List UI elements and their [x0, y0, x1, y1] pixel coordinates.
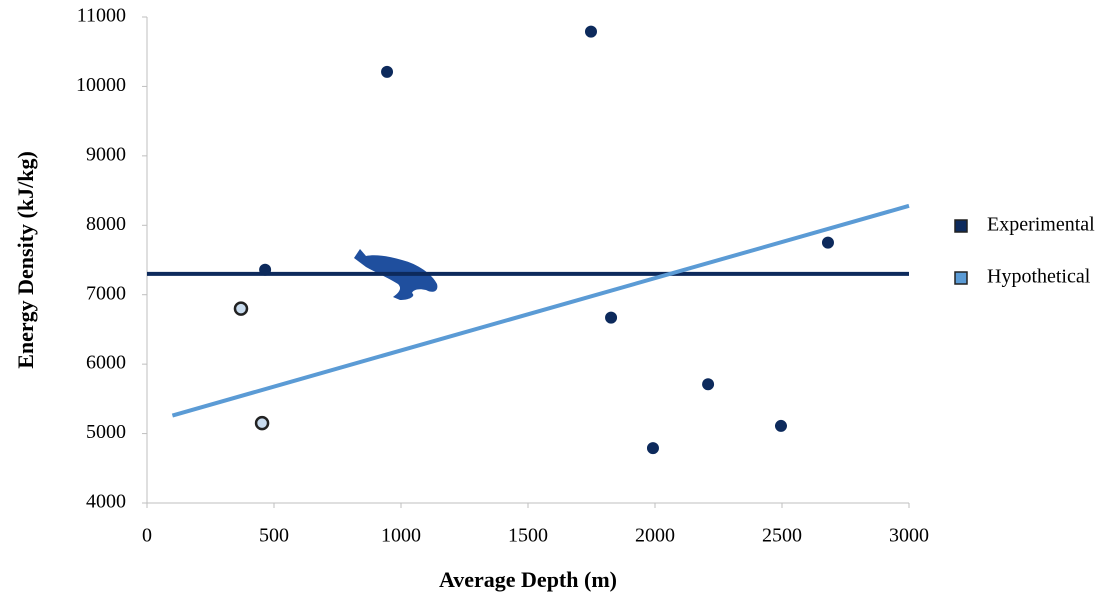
point — [821, 236, 834, 249]
x-tick-label: 500 — [259, 525, 289, 547]
x-tick-label: 0 — [142, 525, 152, 547]
point — [259, 263, 272, 276]
y-tick-label: 11000 — [77, 5, 126, 27]
y-tick-label: 9000 — [86, 143, 126, 165]
x-tick-label: 2000 — [635, 525, 675, 547]
point — [584, 25, 597, 38]
point — [381, 65, 394, 78]
y-tick-label: 10000 — [76, 74, 126, 96]
y-tick-label: 8000 — [86, 213, 126, 235]
y-axis-label: Energy Density (kJ/kg) — [13, 151, 38, 369]
trend-line — [171, 203, 910, 418]
point — [774, 419, 787, 432]
x-tick-label: 1500 — [508, 525, 548, 547]
point — [605, 311, 618, 324]
legend-label: Experimental — [987, 214, 1095, 236]
y-tick-label: 7000 — [86, 282, 126, 304]
legend-swatch — [954, 271, 968, 285]
point — [702, 378, 715, 391]
y-tick-label: 4000 — [86, 491, 126, 513]
x-tick-label: 1000 — [381, 525, 421, 547]
x-tick-label: 3000 — [889, 525, 929, 547]
y-tick-label: 5000 — [86, 421, 126, 443]
y-tick-label: 6000 — [86, 352, 126, 374]
point — [646, 442, 659, 455]
legend-label: Hypothetical — [987, 266, 1091, 288]
point — [254, 415, 270, 431]
point — [233, 301, 249, 316]
legend-swatch — [954, 219, 968, 233]
x-axis-label: Average Depth (m) — [439, 567, 617, 592]
x-tick-label: 2500 — [762, 525, 802, 547]
